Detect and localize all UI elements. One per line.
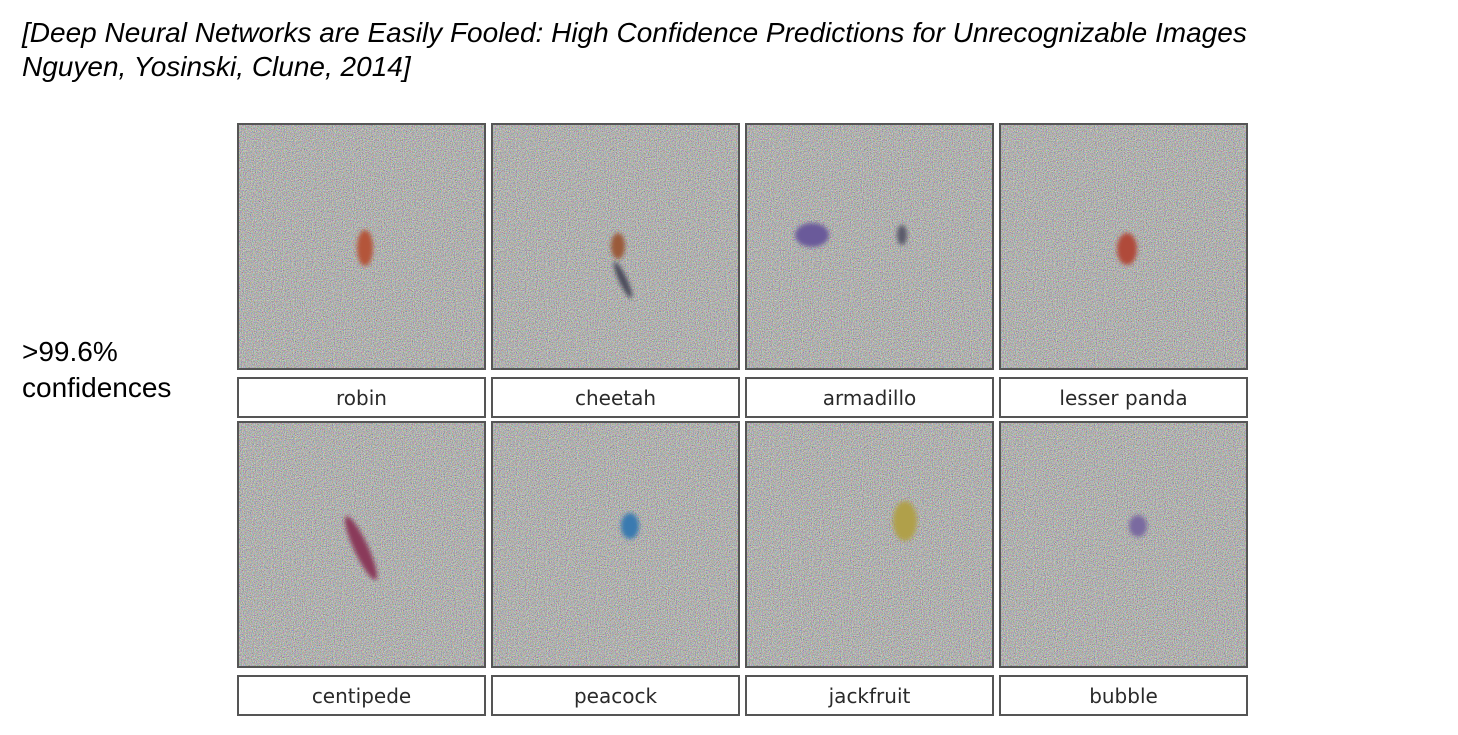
image-label: armadillo	[745, 377, 994, 418]
confidence-label: >99.6% confidences	[22, 334, 171, 406]
confidence-caption: confidences	[22, 372, 172, 403]
image-cell: lesser panda	[999, 123, 1248, 418]
image-cell: armadillo	[745, 123, 994, 418]
image-label: bubble	[999, 675, 1248, 716]
pattern-blob	[893, 501, 917, 541]
pattern-blob	[357, 230, 373, 266]
pattern-blob	[795, 223, 829, 247]
image-cell: jackfruit	[745, 421, 994, 716]
grid-row-2: centipede peacock jackfruit bubble	[237, 421, 1248, 716]
fooling-images-grid: robin cheetah armadillo lesser panda	[237, 123, 1248, 716]
citation-line-1: [Deep Neural Networks are Easily Fooled:…	[22, 17, 1247, 48]
grid-row-1: robin cheetah armadillo lesser panda	[237, 123, 1248, 418]
image-label: lesser panda	[999, 377, 1248, 418]
pattern-blob	[1117, 233, 1137, 265]
image-label: robin	[237, 377, 486, 418]
image-label: centipede	[237, 675, 486, 716]
image-cell: centipede	[237, 421, 486, 716]
noise-image	[491, 421, 740, 668]
image-label: cheetah	[491, 377, 740, 418]
pattern-blob	[611, 233, 625, 259]
noise-image	[999, 421, 1248, 668]
pattern-blob	[897, 225, 907, 245]
image-cell: robin	[237, 123, 486, 418]
image-cell: peacock	[491, 421, 740, 716]
citation-line-2: Nguyen, Yosinski, Clune, 2014]	[22, 51, 411, 82]
noise-image	[237, 421, 486, 668]
pattern-blob	[621, 513, 639, 539]
noise-image	[999, 123, 1248, 370]
paper-citation: [Deep Neural Networks are Easily Fooled:…	[22, 16, 1247, 84]
image-label: jackfruit	[745, 675, 994, 716]
noise-image	[745, 421, 994, 668]
noise-image	[745, 123, 994, 370]
noise-image	[491, 123, 740, 370]
noise-image	[237, 123, 486, 370]
image-label: peacock	[491, 675, 740, 716]
pattern-blob	[1129, 515, 1147, 537]
confidence-value: >99.6%	[22, 336, 118, 367]
image-cell: cheetah	[491, 123, 740, 418]
image-cell: bubble	[999, 421, 1248, 716]
